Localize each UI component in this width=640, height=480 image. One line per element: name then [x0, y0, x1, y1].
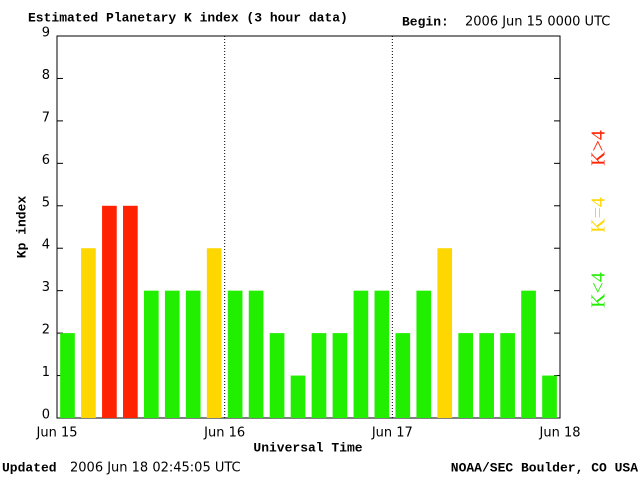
- bar: [60, 333, 75, 418]
- footer-label: Updated: [2, 460, 57, 475]
- begin-date: 2006 Jun 15 0000 UTC: [465, 15, 610, 30]
- y-tick-label: 6: [42, 153, 50, 168]
- legend-entry: K>4: [588, 130, 610, 166]
- bar: [395, 333, 411, 418]
- bar: [206, 248, 222, 418]
- y-tick-label: 1: [42, 365, 50, 380]
- y-axis-label: Kp index: [14, 196, 29, 259]
- plot-frame: [56, 35, 561, 419]
- bar: [311, 333, 327, 418]
- bar: [374, 290, 390, 418]
- bar: [164, 290, 180, 418]
- bar: [437, 248, 453, 418]
- x-tick-label: Jun 18: [539, 426, 581, 441]
- x-tick-label: Jun 16: [203, 426, 245, 441]
- footer-source: NOAA/SEC Boulder, CO USA: [451, 460, 638, 475]
- y-tick-label: 0: [42, 408, 50, 423]
- legend-entry: K=4: [588, 197, 610, 233]
- bar: [269, 333, 285, 418]
- y-tick-label: 4: [42, 238, 50, 253]
- bar: [248, 290, 264, 418]
- bar: [542, 375, 557, 418]
- bar: [458, 333, 474, 418]
- x-tick-label: Jun 17: [371, 426, 413, 441]
- bar: [227, 290, 243, 418]
- y-tick-label: 7: [42, 110, 50, 125]
- bar: [102, 205, 117, 418]
- bar: [332, 333, 348, 418]
- chart-title: Estimated Planetary K index (3 hour data…: [28, 10, 348, 25]
- bar: [416, 290, 432, 418]
- x-tick-label: Jun 15: [36, 426, 78, 441]
- bar: [500, 333, 515, 418]
- bar: [290, 375, 306, 418]
- begin-label: Begin:: [402, 14, 449, 29]
- updated-date: 2006 Jun 18 02:45:05 UTC: [70, 461, 241, 476]
- bar: [81, 248, 96, 418]
- bar: [185, 290, 201, 418]
- bar: [123, 205, 138, 418]
- bar: [143, 290, 159, 418]
- bar: [353, 290, 369, 418]
- bar: [521, 290, 536, 418]
- y-tick-label: 3: [42, 280, 50, 295]
- x-axis-label: Universal Time: [253, 440, 362, 455]
- y-tick-label: 9: [42, 26, 50, 41]
- bar: [479, 333, 494, 418]
- y-tick-label: 2: [42, 323, 50, 338]
- legend-entry: K<4: [588, 272, 610, 308]
- y-tick-label: 5: [42, 195, 50, 210]
- y-tick-label: 8: [42, 68, 50, 83]
